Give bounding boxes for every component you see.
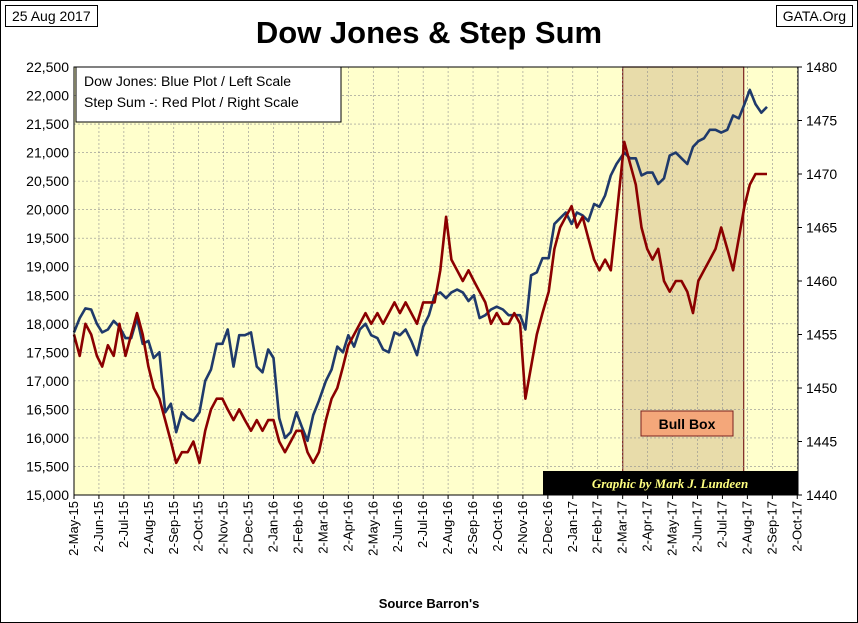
- left-tick-label: 16,000: [26, 430, 69, 446]
- bull-box-text: Bull Box: [659, 416, 716, 432]
- x-tick-label: 2-Mar-16: [315, 501, 330, 554]
- x-tick-label: 2-Nov-15: [216, 501, 231, 554]
- x-tick-label: 2-Oct-16: [490, 501, 505, 552]
- credit-banner: Graphic by Mark J. Lundeen: [543, 471, 798, 495]
- x-tick-label: 2-Nov-16: [515, 501, 530, 554]
- x-tick-label: 2-Jun-17: [689, 501, 704, 552]
- source-site-label: GATA.Org: [775, 5, 853, 27]
- left-tick-label: 22,500: [26, 59, 69, 75]
- left-tick-label: 20,000: [26, 202, 69, 218]
- x-axis: 2-May-15 2-Jun-15 2-Jul-15 2-Aug-15 2-Sep-15…: [66, 495, 804, 556]
- x-tick-label: 2-Jun-15: [91, 501, 106, 552]
- left-tick-label: 20,500: [26, 173, 69, 189]
- x-tick-label: 2-Feb-16: [290, 501, 305, 554]
- left-tick-label: 18,500: [26, 287, 69, 303]
- x-tick-label: 2-Jul-15: [116, 501, 131, 548]
- x-axis-title: Source Barron's: [378, 596, 480, 611]
- legend-dow: Dow Jones: Blue Plot / Left Scale: [84, 73, 291, 89]
- x-tick-label: 2-Dec-15: [241, 501, 256, 554]
- x-tick-label: 2-Mar-17: [615, 501, 630, 554]
- bull-box-label: Bull Box: [640, 410, 734, 437]
- right-tick-label: 1450: [806, 380, 837, 396]
- step-sum-line: [72, 140, 767, 465]
- left-tick-label: 19,500: [26, 230, 69, 246]
- left-tick-label: 17,000: [26, 373, 69, 389]
- x-tick-label: 2-Jun-16: [390, 501, 405, 552]
- left-tick-label: 19,000: [26, 259, 69, 275]
- left-tick-label: 16,500: [26, 401, 69, 417]
- left-tick-label: 18,000: [26, 316, 69, 332]
- x-tick-label: 2-Apr-17: [640, 501, 655, 552]
- x-tick-label: 2-Aug-17: [739, 501, 754, 554]
- x-tick-label: 2-May-15: [66, 501, 81, 556]
- right-tick-label: 1470: [806, 166, 837, 182]
- x-tick-label: 2-Jan-17: [565, 501, 580, 552]
- left-tick-label: 15,000: [26, 487, 69, 503]
- right-tick-label: 1480: [806, 59, 837, 75]
- series-lines: [72, 88, 768, 465]
- x-tick-label: 2-Oct-15: [191, 501, 206, 552]
- legend-step-sum: Step Sum -: Red Plot / Right Scale: [84, 94, 299, 110]
- right-tick-label: 1475: [806, 113, 837, 129]
- left-tick-label: 21,000: [26, 145, 69, 161]
- chart-title: Dow Jones & Step Sum: [255, 15, 603, 50]
- x-tick-label: 2-May-17: [665, 501, 680, 556]
- x-tick-label: 2-Dec-16: [540, 501, 555, 554]
- credit-text: Graphic by Mark J. Lundeen: [592, 476, 748, 491]
- right-tick-label: 1445: [806, 434, 837, 450]
- x-tick-label: 2-Feb-17: [590, 501, 605, 554]
- x-tick-label: 2-Aug-16: [440, 501, 455, 554]
- x-tick-label: 2-Apr-16: [340, 501, 355, 552]
- right-tick-label: 1455: [806, 327, 837, 343]
- x-tick-label: 2-Oct-17: [789, 501, 804, 552]
- x-tick-label: 2-Aug-15: [141, 501, 156, 554]
- left-tick-label: 22,000: [26, 88, 69, 104]
- x-tick-label: 2-Sep-16: [465, 501, 480, 554]
- date-label: 25 Aug 2017: [5, 5, 98, 27]
- plot-border: [73, 66, 799, 496]
- x-tick-label: 2-Jan-16: [266, 501, 281, 552]
- right-axis: 1440 1445 1450 1455 1460 1465 1470 1475 1480: [798, 59, 837, 503]
- x-tick-label: 2-Jul-16: [415, 501, 430, 548]
- x-tick-label: 2-Sep-15: [166, 501, 181, 554]
- dow-jones-line: [72, 88, 768, 443]
- legend-box: Dow Jones: Blue Plot / Left Scale Step S…: [75, 66, 342, 123]
- right-tick-label: 1460: [806, 273, 837, 289]
- x-tick-label: 2-Sep-17: [764, 501, 779, 554]
- left-tick-label: 17,500: [26, 344, 69, 360]
- right-tick-label: 1440: [806, 487, 837, 503]
- x-tick-label: 2-Jul-17: [714, 501, 729, 548]
- x-tick-label: 2-May-16: [365, 501, 380, 556]
- right-tick-label: 1465: [806, 220, 837, 236]
- left-axis: 15,000 15,500 16,000 16,500 17,000 17,500 18,0…: [26, 59, 69, 503]
- left-tick-label: 21,500: [26, 116, 69, 132]
- left-tick-label: 15,500: [26, 458, 69, 474]
